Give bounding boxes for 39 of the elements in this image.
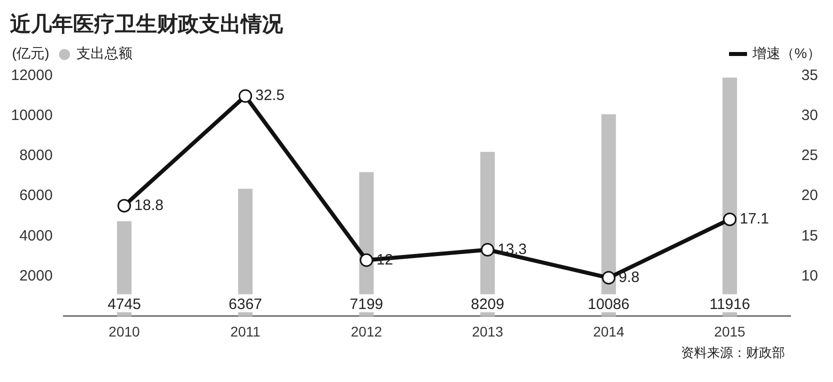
y2-tick-label: 15 xyxy=(801,227,818,244)
data-label: 11916 xyxy=(709,296,750,313)
data-label: 17.1 xyxy=(740,210,769,228)
y-tick-label: 4000 xyxy=(19,227,53,244)
x-tick-label: 2014 xyxy=(593,323,624,340)
y-tick-label: 12000 xyxy=(10,67,53,84)
point xyxy=(723,212,737,226)
y-tick-label: 10000 xyxy=(10,107,53,124)
point xyxy=(602,271,616,285)
x-tick-label: 2013 xyxy=(472,323,504,340)
data-label: 32.5 xyxy=(255,87,285,104)
x-tick-label: 2010 xyxy=(108,323,140,340)
data-label: 7199 xyxy=(350,296,384,313)
data-label: 9.8 xyxy=(618,268,640,286)
data-label: 4745 xyxy=(108,296,141,313)
data-label: 8209 xyxy=(470,296,504,313)
x-tick-label: 2015 xyxy=(714,323,746,340)
y-axis-title: (亿元) xyxy=(12,45,50,63)
point xyxy=(360,253,374,267)
text: 资料来源：财政部 xyxy=(680,344,786,362)
data-label: 6367 xyxy=(228,296,262,313)
point xyxy=(118,198,132,212)
y2-tick-label: 10 xyxy=(801,267,818,284)
x-tick-label: 2011 xyxy=(230,323,261,340)
point xyxy=(238,89,252,103)
y-tick-label: 2000 xyxy=(19,267,53,284)
legend-label: 增速（%） xyxy=(752,45,821,63)
legend-label: 支出总额 xyxy=(76,45,132,63)
data-label: 18.8 xyxy=(134,196,164,214)
point xyxy=(480,242,494,256)
y2-tick-label: 30 xyxy=(801,107,818,124)
y2-tick-label: 20 xyxy=(801,187,818,204)
y-tick-label: 8000 xyxy=(19,147,53,164)
y-tick-label: 6000 xyxy=(19,187,53,204)
y2-tick-label: 35 xyxy=(801,67,818,84)
x-tick-label: 2012 xyxy=(350,323,382,340)
data-label: 10086 xyxy=(588,296,630,313)
y2-tick-label: 25 xyxy=(801,147,818,164)
chart-title: 近几年医疗卫生财政支出情况 xyxy=(9,12,284,38)
